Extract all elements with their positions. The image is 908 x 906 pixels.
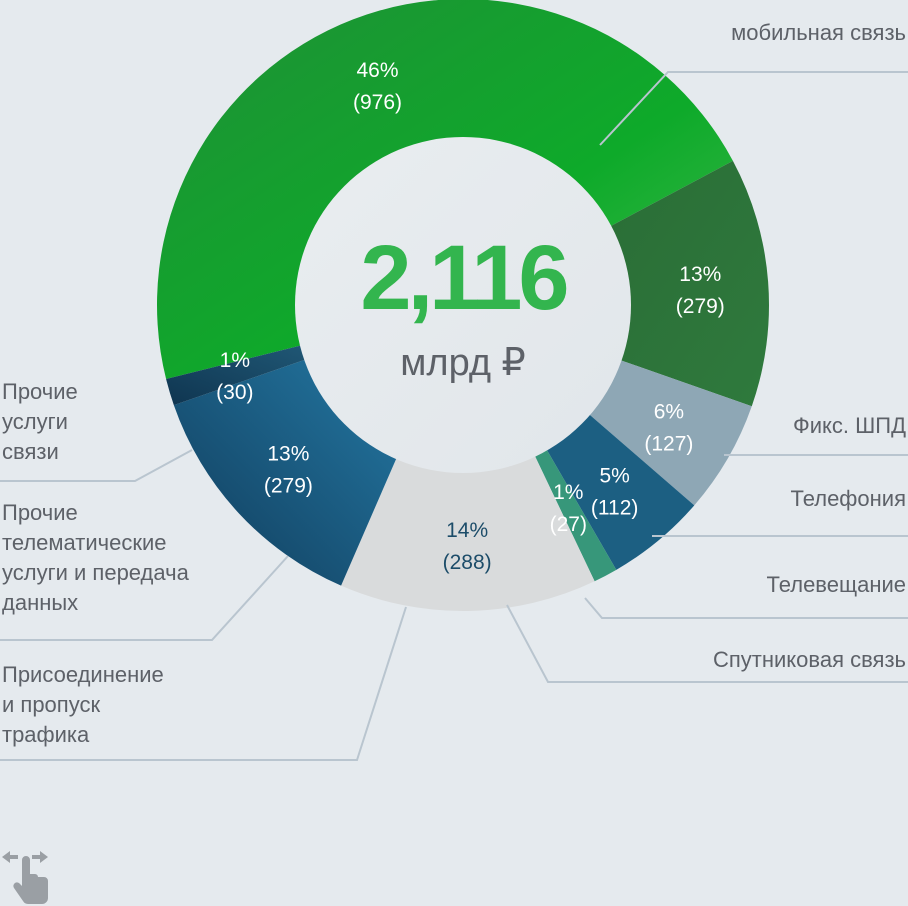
label-mobile: мобильная связь xyxy=(731,20,906,45)
label-telephony: Телефония xyxy=(790,486,906,511)
label-telematic: Прочие телематические услуги и передача … xyxy=(2,500,189,615)
slice-telephony xyxy=(585,358,752,506)
label-broadcasting: Телевещание xyxy=(766,572,906,597)
slice-satellite xyxy=(532,445,617,582)
label-other-services: Прочие услуги связи xyxy=(2,379,78,464)
slice-value-broadcasting: (112) xyxy=(591,496,638,519)
slice-other-services xyxy=(166,344,310,406)
slice-value-telematic: (279) xyxy=(264,475,313,498)
slice-interconnection xyxy=(341,451,595,611)
slice-value-mobile: (976) xyxy=(353,91,402,114)
slice-value-fixed-broadband: (279) xyxy=(676,295,725,318)
label-satellite: Спутниковая связь xyxy=(712,647,906,672)
center-unit: млрд ₽ xyxy=(400,342,526,384)
slice-broadcasting xyxy=(544,411,695,570)
slice-percent-interconnection: 14% xyxy=(446,519,488,542)
slice-percent-mobile: 46% xyxy=(356,59,398,82)
slice-value-telephony: (127) xyxy=(644,432,693,455)
label-interconnection: Присоединение и пропуск трафика xyxy=(2,662,164,747)
slice-percent-broadcasting: 5% xyxy=(599,464,629,487)
label-underlines xyxy=(675,70,908,684)
label-fixed-broadband: Фикс. ШПД xyxy=(793,413,906,438)
slice-value-satellite: (27) xyxy=(550,513,587,536)
slice-fixed-broadband xyxy=(605,160,770,407)
slice-percent-satellite: 1% xyxy=(553,481,583,504)
slice-value-other-services: (30) xyxy=(216,381,253,404)
donut-hole xyxy=(295,137,631,473)
swipe-hand-icon xyxy=(2,851,48,904)
slice-value-interconnection: (288) xyxy=(443,551,492,574)
slice-percent-telephony: 6% xyxy=(654,400,684,423)
slice-percent-other-services: 1% xyxy=(220,349,250,372)
slice-percent-telematic: 13% xyxy=(267,443,309,466)
center-total: 2,116 xyxy=(360,227,569,329)
slice-percent-fixed-broadband: 13% xyxy=(679,263,721,286)
